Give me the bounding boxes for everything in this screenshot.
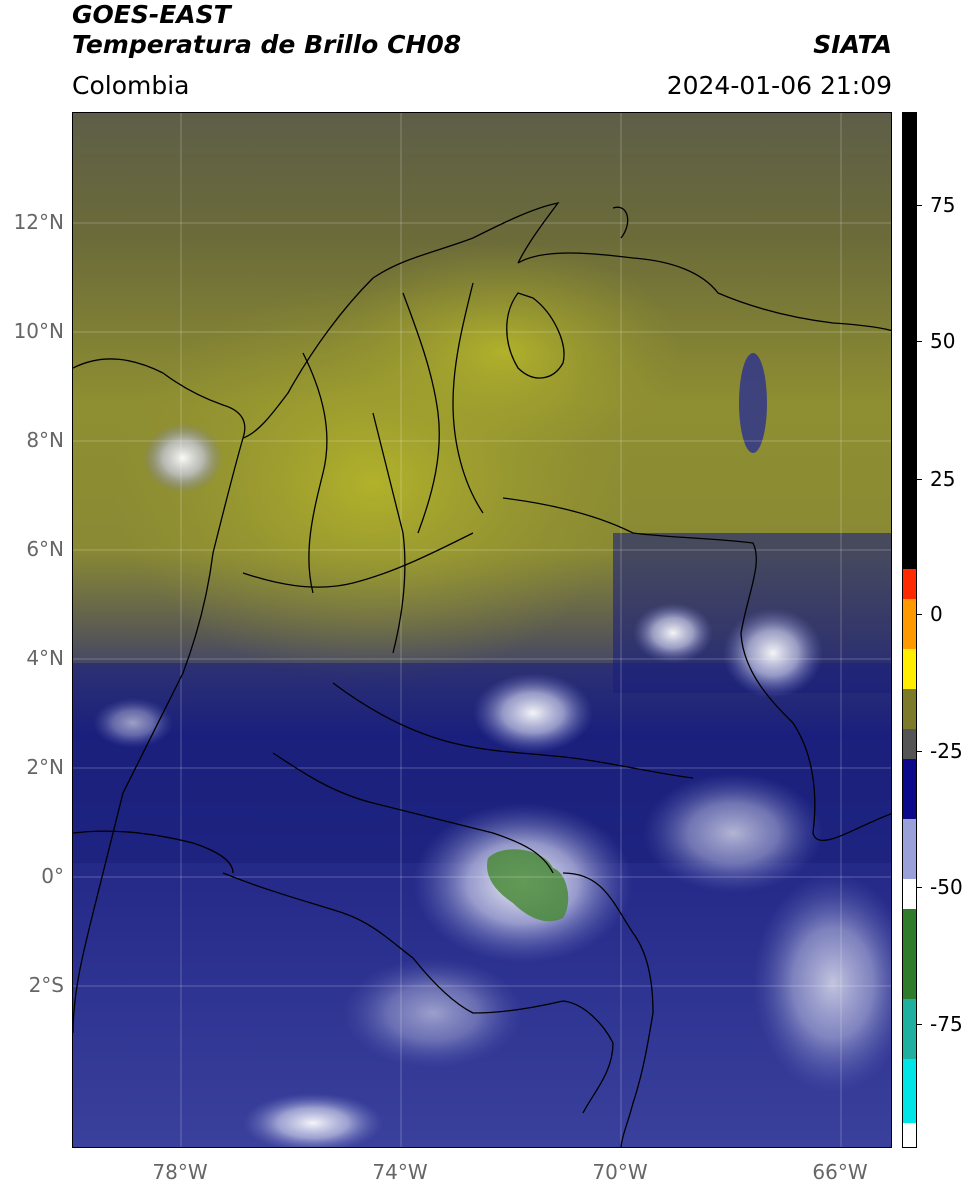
- internal-boundary-5: [402, 292, 440, 534]
- panama-coast: [73, 358, 246, 439]
- colorbar-label-minus50: -50: [930, 875, 963, 899]
- lat-label-2n: 2°N: [26, 755, 64, 779]
- cold-cloud-top: [487, 849, 569, 922]
- caribbean-coast: [242, 202, 560, 439]
- colorbar-svg: [903, 113, 916, 1147]
- product-name: Temperatura de Brillo CH08: [72, 30, 462, 59]
- cloud-south: [343, 958, 523, 1068]
- colorbar-navy: [903, 759, 916, 819]
- colorbar-label-50: 50: [930, 329, 956, 353]
- colorbar-tick-minus75: [917, 1024, 922, 1025]
- colorbar-green: [903, 909, 916, 999]
- colorbar-black: [903, 113, 916, 569]
- cloud-cluster-3: [633, 603, 713, 663]
- internal-boundary-1: [332, 682, 694, 779]
- ecuador-border: [73, 830, 234, 874]
- lon-label-74w: 74°W: [372, 1160, 428, 1184]
- brazil-border: [562, 872, 654, 1147]
- colorbar-red: [903, 569, 916, 599]
- colorbar-gray: [903, 729, 916, 759]
- lat-label-6n: 6°N: [26, 537, 64, 561]
- colorbar-white: [903, 879, 916, 909]
- pacific-coast: [73, 437, 244, 1034]
- cloud-cluster-1: [473, 673, 593, 753]
- internal-boundary-6: [452, 282, 484, 514]
- datetime-label: 2024-01-06 21:09: [666, 71, 892, 100]
- internal-boundary-4: [372, 412, 406, 654]
- graticule: [73, 113, 891, 1147]
- internal-boundary-2: [242, 532, 474, 588]
- lat-label-12n: 12°N: [13, 210, 64, 234]
- cloud-west: [93, 698, 173, 748]
- colorbar-tick-minus25: [917, 751, 922, 752]
- map-svg: [73, 113, 891, 1147]
- lat-label-8n: 8°N: [26, 428, 64, 452]
- colorbar-tick-0: [917, 614, 922, 615]
- colorbar: [902, 112, 917, 1148]
- lon-label-78w: 78°W: [152, 1160, 208, 1184]
- colorbar-label-minus25: -25: [930, 739, 963, 763]
- colorbar-end: [903, 1123, 916, 1147]
- colorbar-cyan: [903, 1059, 916, 1123]
- colorbar-label-75: 75: [930, 193, 956, 217]
- agency-label: SIATA: [813, 30, 892, 59]
- colorbar-label-minus75: -75: [930, 1012, 963, 1036]
- colorbar-tick-75: [917, 205, 922, 206]
- internal-boundary-3: [302, 352, 328, 594]
- chart-title: GOES-EAST Temperatura de Brillo CH08: [72, 0, 461, 60]
- region-label: Colombia: [72, 71, 190, 100]
- moist-streak: [739, 353, 767, 453]
- colorbar-label-25: 25: [930, 467, 956, 491]
- lat-label-4n: 4°N: [26, 646, 64, 670]
- internal-boundary-7: [272, 752, 554, 874]
- lon-label-66w: 66°W: [812, 1160, 868, 1184]
- lat-label-0: 0°: [41, 864, 64, 888]
- colorbar-teal: [903, 999, 916, 1059]
- satellite-name: GOES-EAST: [72, 0, 231, 29]
- colorbar-label-0: 0: [930, 602, 943, 626]
- lat-label-10n: 10°N: [13, 319, 64, 343]
- colorbar-orange: [903, 599, 916, 649]
- colorbar-tick-25: [917, 479, 922, 480]
- cloud-cluster-2: [723, 608, 823, 698]
- cloud-southeast: [753, 873, 891, 1093]
- venezuela-border: [502, 497, 891, 842]
- boundaries: [73, 202, 891, 1147]
- dry-air-region-north: [323, 243, 683, 463]
- colorbar-yellow: [903, 649, 916, 689]
- venezuela-coast: [517, 252, 891, 332]
- satellite-map: [72, 112, 892, 1148]
- cloud-east: [643, 773, 823, 893]
- peru-border: [222, 872, 614, 1114]
- lat-label-2s: 2°S: [28, 973, 64, 997]
- colorbar-olive: [903, 689, 916, 729]
- guajira-tip: [612, 206, 629, 239]
- cloud-pacific: [143, 423, 223, 493]
- colorbar-tick-50: [917, 341, 922, 342]
- lon-label-70w: 70°W: [592, 1160, 648, 1184]
- colorbar-tick-minus50: [917, 887, 922, 888]
- cloud-bottom: [243, 1093, 383, 1147]
- colorbar-lightblue: [903, 819, 916, 879]
- lake-maracaibo: [506, 292, 565, 379]
